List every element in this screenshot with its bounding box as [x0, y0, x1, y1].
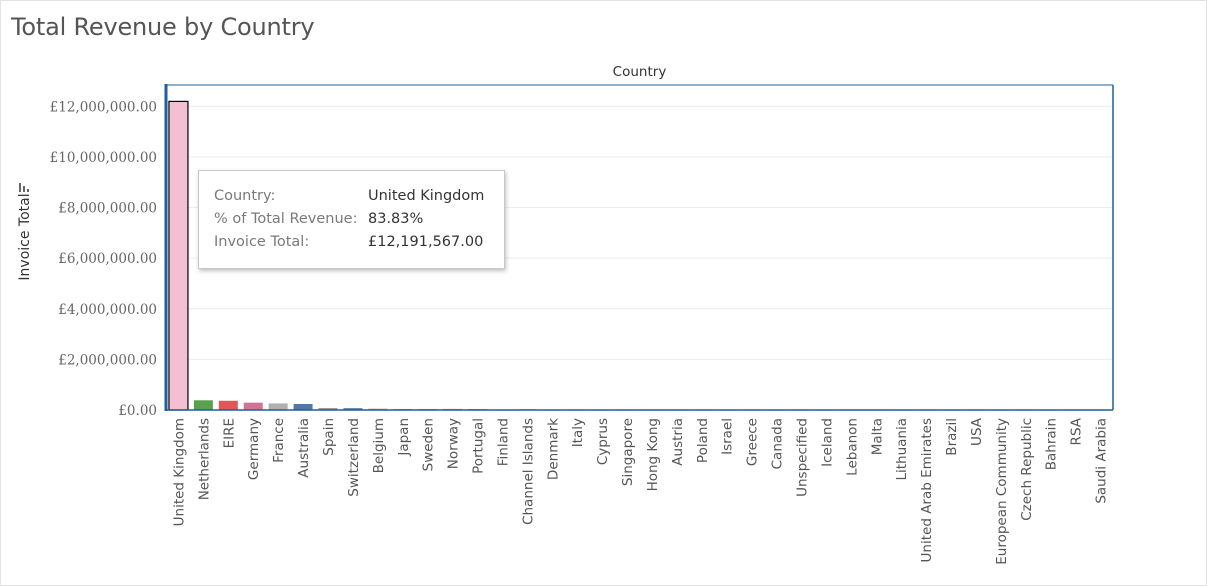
x-tick-label: United Kingdom — [171, 418, 187, 526]
y-tick-label: £4,000,000.00 — [58, 302, 157, 318]
tooltip-row-percent: % of Total Revenue: 83.83% — [214, 211, 357, 227]
x-tick-label: Singapore — [620, 418, 636, 486]
bar-australia[interactable] — [294, 404, 313, 410]
bar-germany[interactable] — [244, 403, 263, 410]
x-tick-label: Malta — [869, 418, 885, 455]
x-tick-label: Hong Kong — [645, 418, 661, 491]
tooltip: Country: United Kingdom % of Total Reven… — [198, 170, 505, 269]
x-tick-label: Italy — [570, 418, 586, 447]
tooltip-row-invoice-total: Invoice Total: £12,191,567.00 — [214, 234, 309, 250]
x-tick-label: France — [271, 418, 287, 463]
x-tick-label: Czech Republic — [1019, 418, 1035, 521]
x-tick-label: Channel Islands — [520, 418, 536, 525]
x-tick-label: Japan — [396, 418, 412, 457]
x-tick-label: Poland — [695, 418, 711, 463]
x-axis-title: Country — [613, 64, 667, 80]
tooltip-label: Country: — [214, 188, 275, 204]
x-tick-label: Unspecified — [794, 418, 810, 497]
x-tick-label: Spain — [321, 418, 337, 456]
bar-united-kingdom[interactable] — [169, 101, 188, 410]
x-tick-label: USA — [969, 417, 985, 446]
x-tick-label: Norway — [446, 418, 462, 469]
x-tick-label: United Arab Emirates — [919, 418, 935, 562]
x-tick-label: Canada — [770, 418, 786, 469]
x-tick-label: Cyprus — [595, 418, 611, 465]
bar-netherlands[interactable] — [194, 400, 213, 410]
x-tick-label: European Community — [994, 418, 1010, 565]
x-tick-label: Saudi Arabia — [1094, 418, 1110, 504]
y-tick-label: £6,000,000.00 — [58, 251, 157, 267]
x-tick-label: Switzerland — [346, 418, 362, 497]
x-tick-label: EIRE — [221, 418, 237, 448]
x-tick-label: Iceland — [819, 418, 835, 467]
tooltip-label: Invoice Total: — [214, 234, 309, 250]
x-tick-label: Netherlands — [196, 418, 212, 500]
x-tick-label: Australia — [296, 418, 312, 478]
bar-eire[interactable] — [219, 401, 238, 410]
x-tick-label: Lithuania — [894, 418, 910, 481]
tooltip-value: £12,191,567.00 — [368, 234, 483, 250]
tooltip-row-country: Country: United Kingdom — [214, 188, 275, 204]
x-tick-label: Germany — [246, 418, 262, 480]
x-tick-label: Brazil — [944, 418, 960, 456]
x-tick-label: Greece — [745, 418, 761, 466]
x-tick-label: Austria — [670, 418, 686, 466]
x-tick-label: Bahrain — [1044, 418, 1060, 470]
x-tick-label: RSA — [1069, 417, 1085, 445]
tooltip-label: % of Total Revenue: — [214, 211, 357, 227]
x-tick-label: Lebanon — [844, 418, 860, 476]
tooltip-value: 83.83% — [368, 211, 423, 227]
y-tick-label: £2,000,000.00 — [58, 352, 157, 368]
x-tick-label: Israel — [720, 418, 736, 455]
y-axis-title: Invoice Total — [17, 193, 33, 280]
x-tick-label: Belgium — [371, 418, 387, 473]
bar-france[interactable] — [269, 403, 288, 410]
x-tick-label: Denmark — [545, 418, 561, 480]
y-tick-label: £0.00 — [118, 403, 157, 419]
y-tick-label: £10,000,000.00 — [50, 150, 157, 166]
x-tick-label: Finland — [495, 418, 511, 466]
y-tick-label: £12,000,000.00 — [50, 99, 157, 115]
x-tick-label: Portugal — [471, 418, 487, 474]
y-tick-label: £8,000,000.00 — [58, 201, 157, 217]
x-tick-label: Sweden — [421, 418, 437, 471]
sort-descending-icon[interactable] — [17, 180, 31, 194]
tooltip-value: United Kingdom — [368, 188, 484, 204]
